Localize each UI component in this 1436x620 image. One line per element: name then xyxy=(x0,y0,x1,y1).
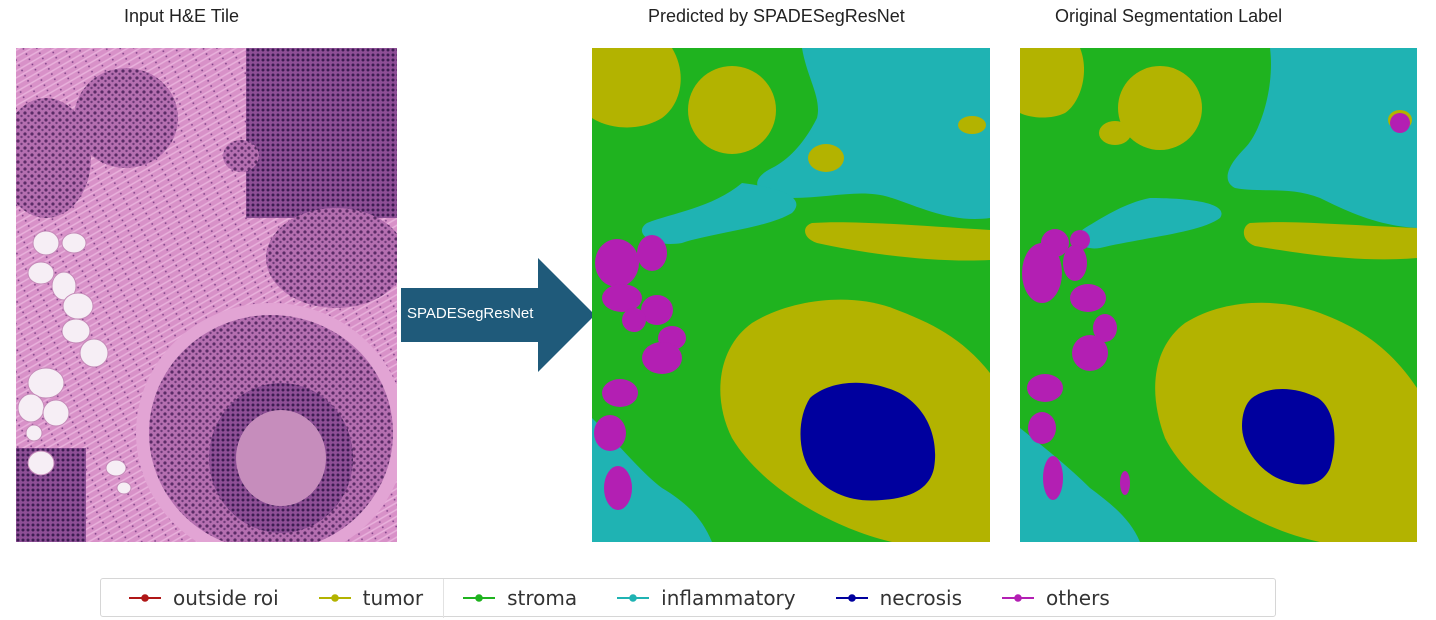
legend-item-inflammatory: inflammatory xyxy=(617,585,796,610)
legend-label: stroma xyxy=(507,585,578,610)
legend-swatch-tumor xyxy=(318,593,351,602)
predicted-map-title: Predicted by SPADESegResNet xyxy=(648,6,905,26)
legend-swatch-outside-roi xyxy=(129,593,161,602)
legend-item-necrosis: necrosis xyxy=(835,585,963,610)
legend-swatch-others xyxy=(1002,593,1035,602)
original-segmentation-label xyxy=(1020,48,1417,542)
legend-label: inflammatory xyxy=(661,585,796,610)
legend-label: others xyxy=(1046,585,1110,610)
predicted-segmentation-map xyxy=(592,48,990,542)
legend-item-outside-roi: outside roi xyxy=(129,586,279,610)
legend-item-others: others xyxy=(1002,586,1110,610)
legend-swatch-necrosis xyxy=(835,593,868,602)
input-tile-title: Input H&E Tile xyxy=(124,6,240,26)
class-legend: outside roi tumor stroma inflammatory ne… xyxy=(100,578,1276,618)
model-arrow xyxy=(401,258,597,377)
legend-label: outside roi xyxy=(173,585,279,610)
legend-swatch-stroma xyxy=(463,593,496,602)
legend-item-tumor: tumor xyxy=(318,585,424,610)
legend-label: necrosis xyxy=(879,585,963,610)
original-label-title: Original Segmentation Label xyxy=(1055,6,1283,26)
legend-swatch-inflammatory xyxy=(617,593,650,602)
legend-label: tumor xyxy=(362,585,424,610)
legend-item-stroma: stroma xyxy=(463,586,577,610)
model-name-label: SPADESegResNet xyxy=(407,305,534,322)
legend-divider xyxy=(443,579,444,618)
he-tile-image xyxy=(16,48,397,542)
arrow-shape xyxy=(401,258,595,372)
